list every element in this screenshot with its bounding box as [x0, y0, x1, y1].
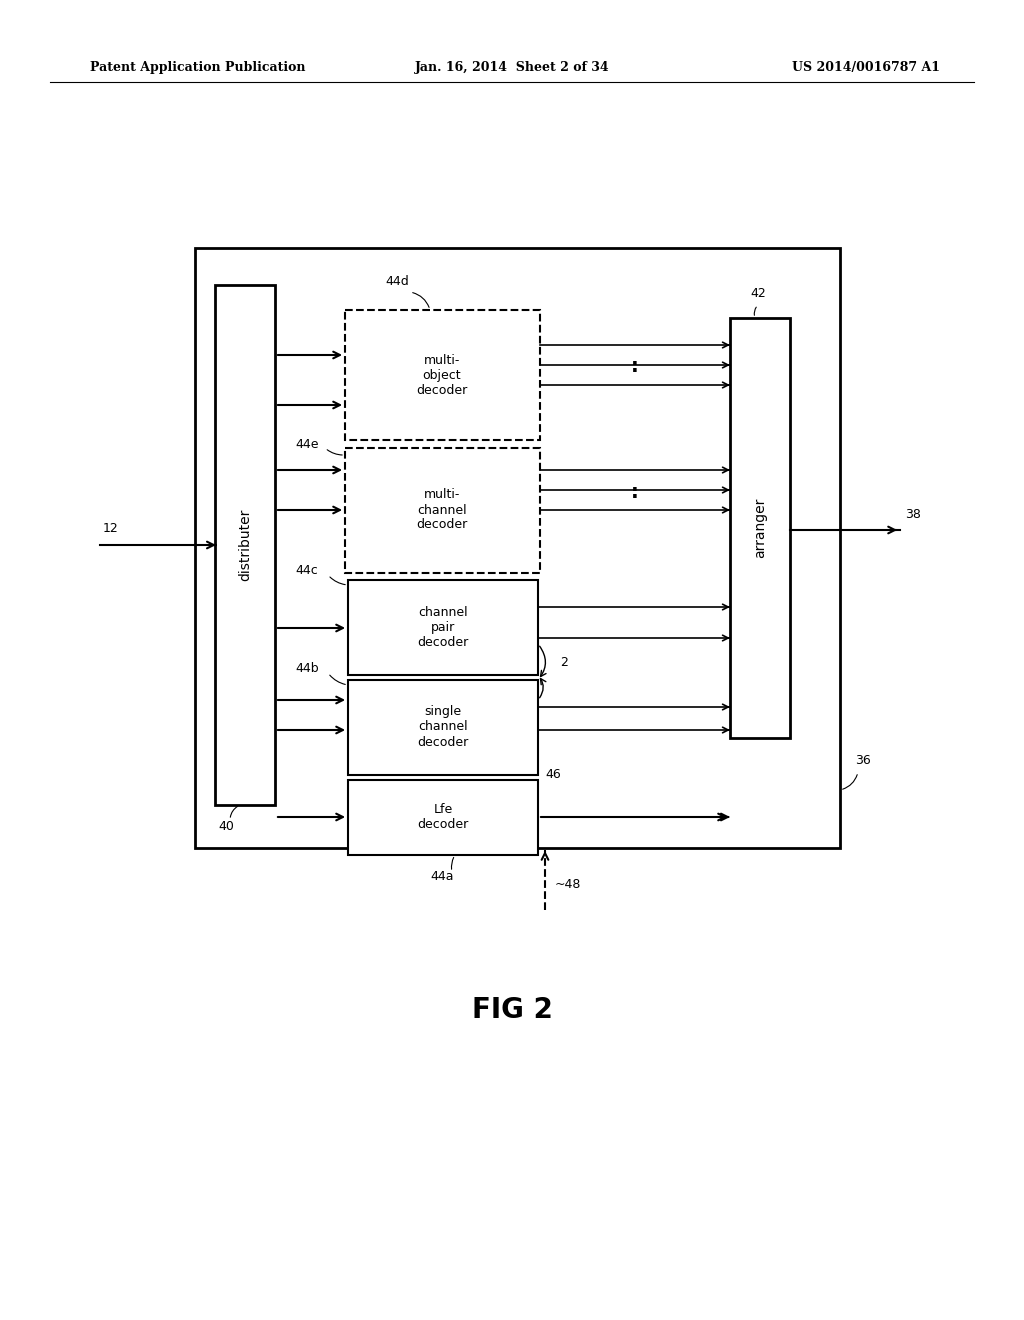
Text: single
channel
decoder: single channel decoder — [418, 705, 469, 748]
Text: multi-
object
decoder: multi- object decoder — [417, 354, 468, 396]
Text: 36: 36 — [855, 754, 870, 767]
Text: 44d: 44d — [385, 275, 409, 288]
Text: 44b: 44b — [295, 661, 318, 675]
Text: FIG 2: FIG 2 — [472, 997, 552, 1024]
Text: :: : — [631, 358, 639, 376]
Text: 44a: 44a — [430, 870, 454, 883]
Text: 44e: 44e — [295, 438, 318, 451]
Text: channel
pair
decoder: channel pair decoder — [418, 606, 469, 648]
Text: Lfe
decoder: Lfe decoder — [418, 803, 469, 832]
Text: Jan. 16, 2014  Sheet 2 of 34: Jan. 16, 2014 Sheet 2 of 34 — [415, 62, 609, 74]
Text: 46: 46 — [545, 768, 561, 781]
Bar — [195, 248, 840, 847]
Text: distributer: distributer — [238, 508, 252, 581]
Text: 42: 42 — [750, 286, 766, 300]
Bar — [345, 310, 540, 440]
Text: Patent Application Publication: Patent Application Publication — [90, 62, 305, 74]
Text: 38: 38 — [905, 508, 921, 521]
Text: ~48: ~48 — [555, 879, 582, 891]
Text: US 2014/0016787 A1: US 2014/0016787 A1 — [792, 62, 940, 74]
Bar — [348, 579, 538, 675]
Bar — [348, 680, 538, 775]
Text: :: : — [631, 483, 639, 502]
Text: 2: 2 — [560, 656, 568, 668]
Text: 40: 40 — [218, 820, 233, 833]
Text: arranger: arranger — [753, 498, 767, 558]
Text: 12: 12 — [103, 521, 119, 535]
Bar — [730, 318, 790, 738]
Bar — [345, 447, 540, 573]
Bar — [215, 285, 275, 805]
Text: multi-
channel
decoder: multi- channel decoder — [417, 488, 468, 532]
Text: 44c: 44c — [295, 564, 317, 577]
Bar — [348, 780, 538, 855]
